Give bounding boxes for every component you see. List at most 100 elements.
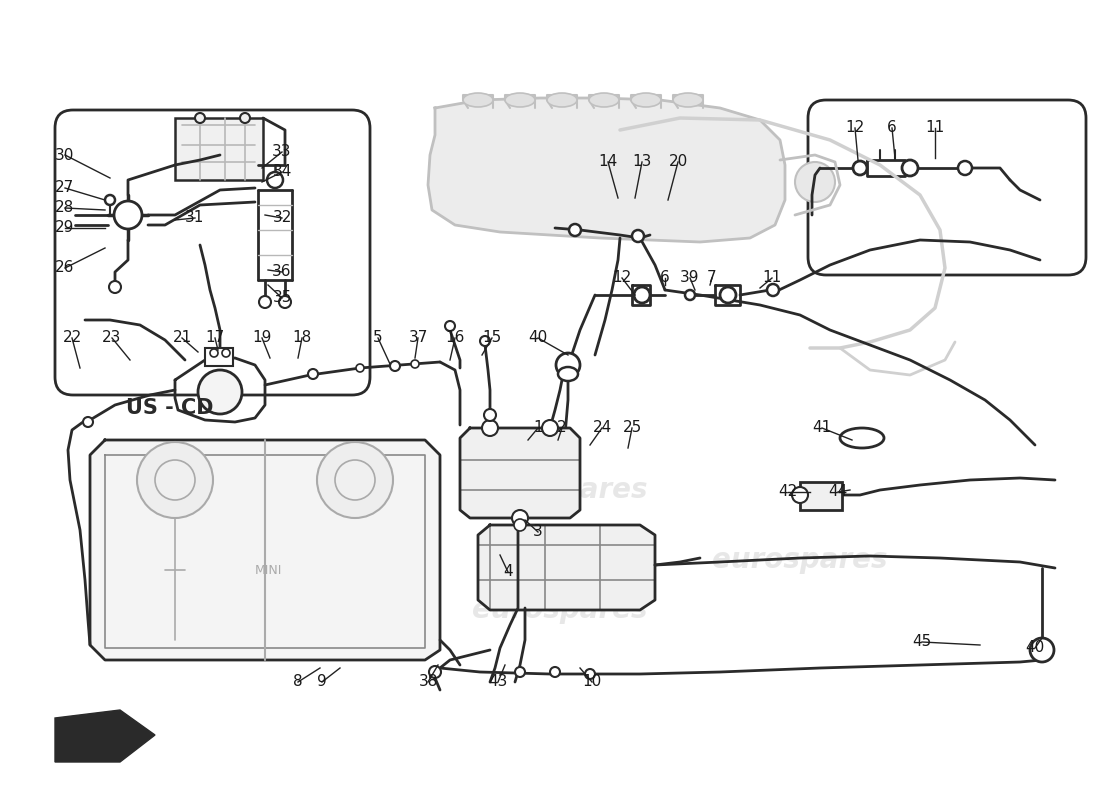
Circle shape	[195, 113, 205, 123]
Text: 40: 40	[1025, 641, 1045, 655]
Bar	[800, 482, 842, 510]
Circle shape	[556, 353, 580, 377]
Text: 44: 44	[828, 485, 848, 499]
Circle shape	[515, 667, 525, 677]
Text: 41: 41	[813, 421, 832, 435]
Text: 24: 24	[593, 421, 612, 435]
Text: 8: 8	[294, 674, 302, 690]
Text: 25: 25	[623, 421, 641, 435]
Circle shape	[267, 172, 283, 188]
Polygon shape	[460, 428, 580, 518]
Text: 36: 36	[273, 265, 292, 279]
Text: 13: 13	[632, 154, 651, 170]
Text: 12: 12	[613, 270, 631, 286]
Circle shape	[484, 409, 496, 421]
Circle shape	[138, 442, 213, 518]
Text: 26: 26	[55, 261, 75, 275]
Circle shape	[634, 287, 650, 303]
Circle shape	[795, 162, 835, 202]
Circle shape	[550, 667, 560, 677]
Text: 42: 42	[779, 485, 798, 499]
Text: 31: 31	[185, 210, 205, 226]
Ellipse shape	[463, 93, 493, 107]
Circle shape	[585, 669, 595, 679]
Text: 9: 9	[317, 674, 327, 690]
Circle shape	[109, 281, 121, 293]
Text: 11: 11	[925, 121, 945, 135]
Circle shape	[958, 161, 972, 175]
Circle shape	[279, 296, 292, 308]
Circle shape	[720, 287, 736, 303]
Text: 29: 29	[55, 221, 75, 235]
Circle shape	[685, 290, 695, 300]
Text: 30: 30	[55, 147, 75, 162]
Text: eurospares: eurospares	[713, 546, 888, 574]
Text: 18: 18	[293, 330, 311, 346]
Ellipse shape	[673, 93, 703, 107]
Text: 4: 4	[503, 565, 513, 579]
Text: 35: 35	[273, 290, 292, 306]
Polygon shape	[90, 440, 440, 660]
Circle shape	[429, 666, 441, 678]
Circle shape	[902, 160, 918, 176]
Circle shape	[336, 460, 375, 500]
Circle shape	[258, 296, 271, 308]
Text: 34: 34	[273, 165, 292, 179]
Ellipse shape	[558, 367, 578, 381]
Ellipse shape	[547, 93, 578, 107]
Ellipse shape	[840, 428, 884, 448]
Circle shape	[317, 442, 393, 518]
Circle shape	[356, 364, 364, 372]
Text: 21: 21	[173, 330, 191, 346]
Circle shape	[569, 224, 581, 236]
Text: 14: 14	[598, 154, 617, 170]
Polygon shape	[428, 98, 785, 242]
Bar	[175, 118, 263, 180]
Polygon shape	[478, 525, 654, 610]
Text: 3: 3	[534, 525, 543, 539]
Polygon shape	[55, 710, 155, 762]
Circle shape	[240, 113, 250, 123]
Circle shape	[308, 369, 318, 379]
Text: 38: 38	[418, 674, 438, 690]
Circle shape	[792, 487, 808, 503]
Text: 33: 33	[273, 145, 292, 159]
Text: 10: 10	[582, 674, 602, 690]
Circle shape	[632, 230, 644, 242]
Text: 19: 19	[252, 330, 272, 346]
Text: 45: 45	[912, 634, 932, 650]
Text: 2: 2	[558, 421, 566, 435]
Circle shape	[542, 420, 558, 436]
Ellipse shape	[505, 93, 535, 107]
Text: 32: 32	[273, 210, 292, 226]
Text: eurospares: eurospares	[163, 476, 338, 504]
Circle shape	[512, 510, 528, 526]
Circle shape	[514, 519, 526, 531]
Text: 23: 23	[102, 330, 122, 346]
Text: 15: 15	[483, 330, 502, 346]
Text: 1: 1	[534, 421, 542, 435]
Circle shape	[411, 360, 419, 368]
Text: 43: 43	[488, 674, 508, 690]
Circle shape	[390, 361, 400, 371]
Text: 16: 16	[446, 330, 464, 346]
Circle shape	[482, 420, 498, 436]
Circle shape	[155, 460, 195, 500]
Text: 12: 12	[846, 121, 865, 135]
Bar	[205, 348, 233, 366]
Text: MINI: MINI	[254, 563, 282, 577]
Text: eurospares: eurospares	[472, 596, 648, 624]
FancyBboxPatch shape	[55, 110, 370, 395]
Text: US - CD: US - CD	[126, 398, 213, 418]
Text: 27: 27	[55, 181, 75, 195]
Ellipse shape	[631, 93, 661, 107]
Circle shape	[767, 284, 779, 296]
Text: 7: 7	[707, 270, 717, 286]
Text: 20: 20	[669, 154, 688, 170]
Text: 6: 6	[660, 270, 670, 286]
Circle shape	[480, 336, 490, 346]
Circle shape	[104, 195, 116, 205]
Circle shape	[198, 370, 242, 414]
Circle shape	[446, 321, 455, 331]
Circle shape	[82, 417, 94, 427]
